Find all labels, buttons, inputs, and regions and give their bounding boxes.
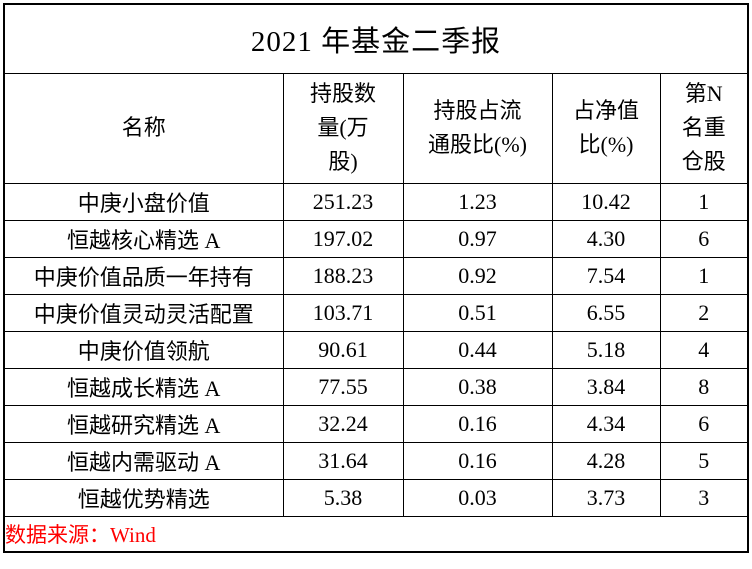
table-row: 恒越研究精选 A 32.24 0.16 4.34 6 (3, 404, 749, 443)
nav-pct-cell: 4.30 (551, 219, 661, 258)
float-pct-cell: 0.03 (402, 478, 553, 517)
header-nav-pct: 占净值 比(%) (551, 72, 661, 184)
table-row: 中庚价值领航 90.61 0.44 5.18 4 (3, 330, 749, 369)
header-rank: 第N 名重 仓股 (659, 72, 749, 184)
nav-pct-cell: 3.84 (551, 367, 661, 406)
table-row: 中庚价值品质一年持有 188.23 0.92 7.54 1 (3, 256, 749, 295)
fund-name-cell: 中庚小盘价值 (3, 182, 284, 221)
float-pct-cell: 0.92 (402, 256, 553, 295)
shares-cell: 77.55 (282, 367, 404, 406)
shares-cell: 5.38 (282, 478, 404, 517)
table-title: 2021 年基金二季报 (3, 3, 749, 74)
rank-cell: 2 (659, 293, 749, 332)
rank-cell: 1 (659, 182, 749, 221)
fund-holdings-table: 2021 年基金二季报 名称 持股数 量(万 股) 持股占流 通股比(%) 占净… (3, 3, 749, 553)
table-row: 恒越内需驱动 A 31.64 0.16 4.28 5 (3, 441, 749, 480)
shares-cell: 103.71 (282, 293, 404, 332)
fund-name-cell: 恒越成长精选 A (3, 367, 284, 406)
shares-cell: 32.24 (282, 404, 404, 443)
rank-cell: 6 (659, 404, 749, 443)
nav-pct-cell: 6.55 (551, 293, 661, 332)
header-float-pct: 持股占流 通股比(%) (402, 72, 553, 184)
rank-cell: 3 (659, 478, 749, 517)
float-pct-cell: 0.51 (402, 293, 553, 332)
shares-cell: 90.61 (282, 330, 404, 369)
data-source-label: 数据来源：Wind (3, 515, 749, 553)
rank-cell: 1 (659, 256, 749, 295)
nav-pct-cell: 7.54 (551, 256, 661, 295)
rank-cell: 5 (659, 441, 749, 480)
shares-cell: 31.64 (282, 441, 404, 480)
fund-name-cell: 中庚价值品质一年持有 (3, 256, 284, 295)
float-pct-cell: 0.44 (402, 330, 553, 369)
header-row: 名称 持股数 量(万 股) 持股占流 通股比(%) 占净值 比(%) 第N 名重… (3, 72, 749, 184)
shares-cell: 251.23 (282, 182, 404, 221)
table-row: 中庚价值灵动灵活配置 103.71 0.51 6.55 2 (3, 293, 749, 332)
nav-pct-cell: 3.73 (551, 478, 661, 517)
header-shares: 持股数 量(万 股) (282, 72, 404, 184)
nav-pct-cell: 10.42 (551, 182, 661, 221)
float-pct-cell: 0.97 (402, 219, 553, 258)
nav-pct-cell: 4.28 (551, 441, 661, 480)
shares-cell: 197.02 (282, 219, 404, 258)
float-pct-cell: 0.16 (402, 441, 553, 480)
fund-name-cell: 恒越研究精选 A (3, 404, 284, 443)
float-pct-cell: 0.16 (402, 404, 553, 443)
shares-cell: 188.23 (282, 256, 404, 295)
float-pct-cell: 1.23 (402, 182, 553, 221)
table-row: 恒越优势精选 5.38 0.03 3.73 3 (3, 478, 749, 517)
float-pct-cell: 0.38 (402, 367, 553, 406)
nav-pct-cell: 5.18 (551, 330, 661, 369)
fund-name-cell: 恒越核心精选 A (3, 219, 284, 258)
rank-cell: 6 (659, 219, 749, 258)
footer-row: 数据来源：Wind (3, 515, 749, 553)
title-row: 2021 年基金二季报 (3, 3, 749, 74)
table-row: 恒越成长精选 A 77.55 0.38 3.84 8 (3, 367, 749, 406)
rank-cell: 8 (659, 367, 749, 406)
table-row: 中庚小盘价值 251.23 1.23 10.42 1 (3, 182, 749, 221)
fund-name-cell: 中庚价值领航 (3, 330, 284, 369)
header-name: 名称 (3, 72, 284, 184)
rank-cell: 4 (659, 330, 749, 369)
fund-name-cell: 恒越优势精选 (3, 478, 284, 517)
fund-name-cell: 恒越内需驱动 A (3, 441, 284, 480)
fund-name-cell: 中庚价值灵动灵活配置 (3, 293, 284, 332)
table-row: 恒越核心精选 A 197.02 0.97 4.30 6 (3, 219, 749, 258)
nav-pct-cell: 4.34 (551, 404, 661, 443)
